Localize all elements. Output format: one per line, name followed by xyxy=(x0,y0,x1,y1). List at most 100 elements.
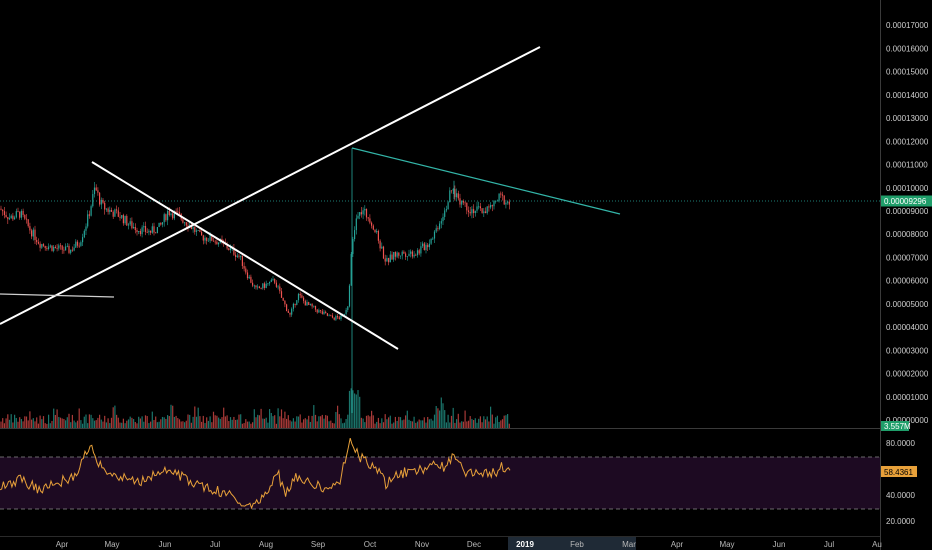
volume-bar xyxy=(495,417,497,428)
rsi-tick-label: 20.0000 xyxy=(886,517,915,526)
main-pane[interactable] xyxy=(0,0,880,428)
volume-bar xyxy=(313,405,315,428)
time-tick-label: Sep xyxy=(311,540,326,549)
candles xyxy=(0,148,510,414)
candle-body xyxy=(51,245,53,251)
time-tick-label: Nov xyxy=(415,540,429,549)
candle-body xyxy=(449,190,451,203)
volume-bar xyxy=(343,422,345,428)
volume-bar xyxy=(289,420,291,428)
candle-body xyxy=(479,206,481,209)
candle-body xyxy=(29,226,31,231)
candle-body xyxy=(15,211,17,218)
candle-body xyxy=(110,209,113,212)
candle-body xyxy=(83,230,85,238)
candle-body xyxy=(331,315,334,318)
volume-bar xyxy=(138,416,140,428)
trendline-horizontal[interactable] xyxy=(0,293,115,298)
candle-body xyxy=(498,193,500,201)
candle-body xyxy=(466,202,468,211)
candle-body xyxy=(102,199,104,203)
volume-bar xyxy=(498,421,500,428)
candle-body xyxy=(167,210,169,221)
volume-bar xyxy=(185,420,187,428)
volume-bar xyxy=(279,416,281,428)
candle-body xyxy=(246,272,249,279)
volume-bar xyxy=(63,418,65,428)
time-tick-label: Jul xyxy=(824,540,834,549)
volume-bar xyxy=(435,406,437,428)
candle-body xyxy=(257,286,259,288)
candle-body xyxy=(382,246,385,259)
volume-bar xyxy=(160,419,162,428)
trendline-teal[interactable] xyxy=(351,147,621,215)
candle-body xyxy=(0,208,2,210)
rsi-tick-label: 80.0000 xyxy=(886,439,915,448)
volume-bar xyxy=(382,422,385,428)
volume-bar xyxy=(389,415,391,428)
volume-bar xyxy=(240,414,242,428)
volume-bar xyxy=(486,416,488,428)
candle-body xyxy=(31,230,33,237)
volume-bar xyxy=(83,416,85,428)
candle-body xyxy=(260,288,262,289)
volume-bar xyxy=(248,421,250,428)
volume-bar xyxy=(189,414,191,428)
candle-body xyxy=(207,240,209,242)
volume-bar xyxy=(214,415,216,428)
candle-body xyxy=(462,201,464,203)
volume-bar xyxy=(17,421,19,428)
volume-bar xyxy=(461,421,463,428)
trendline-falling[interactable] xyxy=(91,161,399,350)
volume-bar xyxy=(146,416,148,428)
candle-body xyxy=(49,245,51,247)
volume-bar xyxy=(218,417,220,428)
volume-bar xyxy=(394,416,396,428)
volume-bar xyxy=(347,414,349,428)
price-tick-label: 0.00004000 xyxy=(886,323,929,332)
candle-body xyxy=(8,218,11,220)
candle-body xyxy=(287,310,289,313)
volume-bar xyxy=(7,414,9,428)
candle-body xyxy=(182,219,184,223)
candle-body xyxy=(19,211,21,218)
last-price-badge-text: 0.00009296 xyxy=(884,197,927,206)
volume-bar xyxy=(37,423,39,428)
volume-bar xyxy=(27,420,29,428)
volume-bar xyxy=(129,416,131,428)
volume-bar xyxy=(360,417,362,428)
volume-bar xyxy=(388,417,390,428)
trendline-rising[interactable] xyxy=(0,46,541,325)
candle-body xyxy=(503,195,505,205)
volume-bar xyxy=(144,415,147,428)
candle-body xyxy=(416,250,419,256)
volume-bar xyxy=(223,407,225,428)
candle-body xyxy=(165,214,167,221)
volume-bar xyxy=(192,416,194,428)
candle-body xyxy=(484,211,487,214)
price-tick-label: 0.00005000 xyxy=(886,300,929,309)
volume-bar xyxy=(172,405,174,428)
volume-bar xyxy=(107,418,109,428)
volume-bar xyxy=(199,416,201,428)
volume-bar xyxy=(323,418,325,428)
volume-bar xyxy=(70,422,72,428)
volume-bar xyxy=(75,422,77,428)
volume-bar xyxy=(167,415,169,428)
volume-bar xyxy=(333,423,335,428)
candle-body xyxy=(255,285,257,288)
volume-bar xyxy=(211,422,213,428)
volume-bar xyxy=(104,415,106,428)
volume-bar xyxy=(369,416,371,428)
candle-body xyxy=(437,228,439,230)
volume-bar xyxy=(58,416,60,428)
volume-bar xyxy=(131,417,133,428)
candle-body xyxy=(90,206,92,216)
volume-bar xyxy=(374,423,376,428)
candle-body xyxy=(12,215,14,220)
candle-body xyxy=(221,238,223,241)
candle-body xyxy=(104,202,106,210)
volume-bar xyxy=(406,410,408,428)
volume-bar xyxy=(187,414,189,428)
